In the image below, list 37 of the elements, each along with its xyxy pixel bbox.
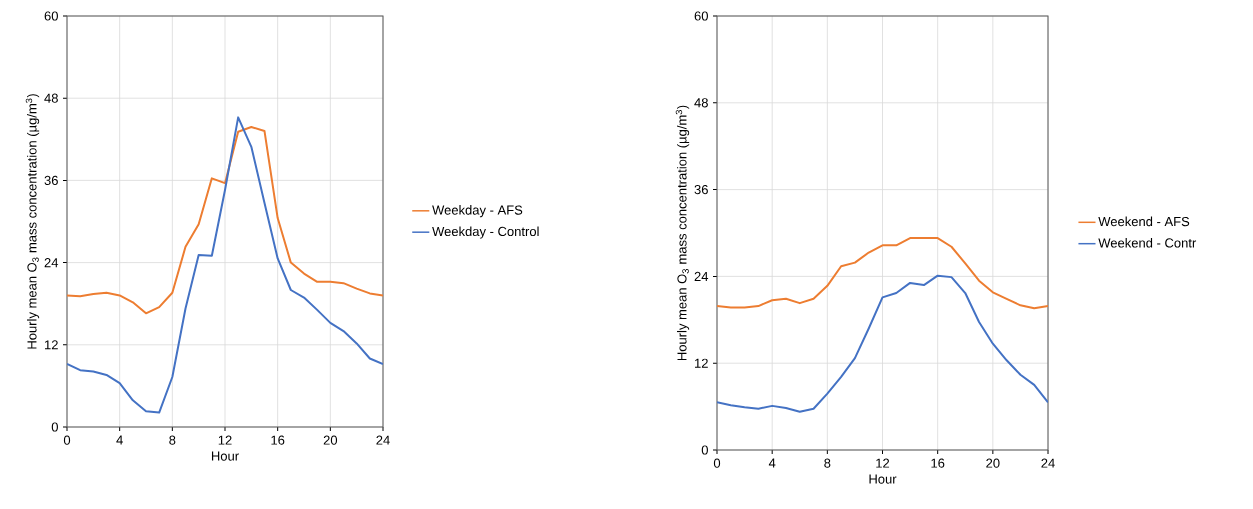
x-tick-label: 12: [218, 435, 232, 445]
y-tick-label: 36: [694, 184, 708, 195]
x-axis-title: Hour: [869, 474, 897, 484]
y-tick-label: 12: [695, 358, 708, 368]
y-tick-label: 0: [701, 445, 708, 455]
x-tick-label: 0: [63, 435, 71, 445]
x-tick-label: 8: [824, 458, 831, 468]
line-series: [67, 125, 383, 315]
y-tick-label: 24: [44, 258, 59, 268]
y-axis-title: Hourly mean O$_{3}$ mass concentration (µg/m$^{3}$): [25, 94, 40, 349]
line-series: [717, 274, 1049, 413]
x-axis-title: Hour: [211, 451, 239, 461]
y-tick-label: 36: [44, 175, 58, 185]
y-tick-label: 0: [51, 422, 58, 432]
y-tick-label: 48: [694, 98, 708, 108]
y-tick-label: 48: [44, 93, 58, 103]
x-tick-label: 24: [376, 435, 390, 445]
y-tick-label: 60: [44, 11, 58, 21]
y-axis-title: Hourly mean O$_{3}$ mass concentration (µg/m$^{3}$): [675, 105, 690, 361]
x-tick-label: 12: [876, 458, 890, 468]
x-tick-label: 16: [931, 458, 945, 468]
y-tick-label: 24: [694, 271, 709, 281]
line-series: [67, 116, 383, 414]
x-tick-label: 4: [768, 458, 776, 468]
x-tick-label: 24: [1041, 458, 1055, 468]
x-tick-label: 16: [271, 435, 285, 445]
x-tick-label: 4: [116, 435, 123, 445]
y-tick-label: 60: [694, 11, 708, 21]
legend-label: Weekday - Control: [432, 226, 539, 239]
x-tick-label: 8: [169, 435, 176, 445]
legend-label: Weekday - AFS: [432, 205, 523, 218]
x-tick-label: 20: [986, 458, 1000, 468]
x-tick-label: 20: [323, 435, 338, 445]
legend-label: Weekend - Contr: [1098, 237, 1197, 248]
x-tick-label: 0: [713, 458, 721, 468]
legend-label: Weekend - AFS: [1098, 216, 1190, 227]
y-tick-label: 12: [44, 340, 58, 350]
